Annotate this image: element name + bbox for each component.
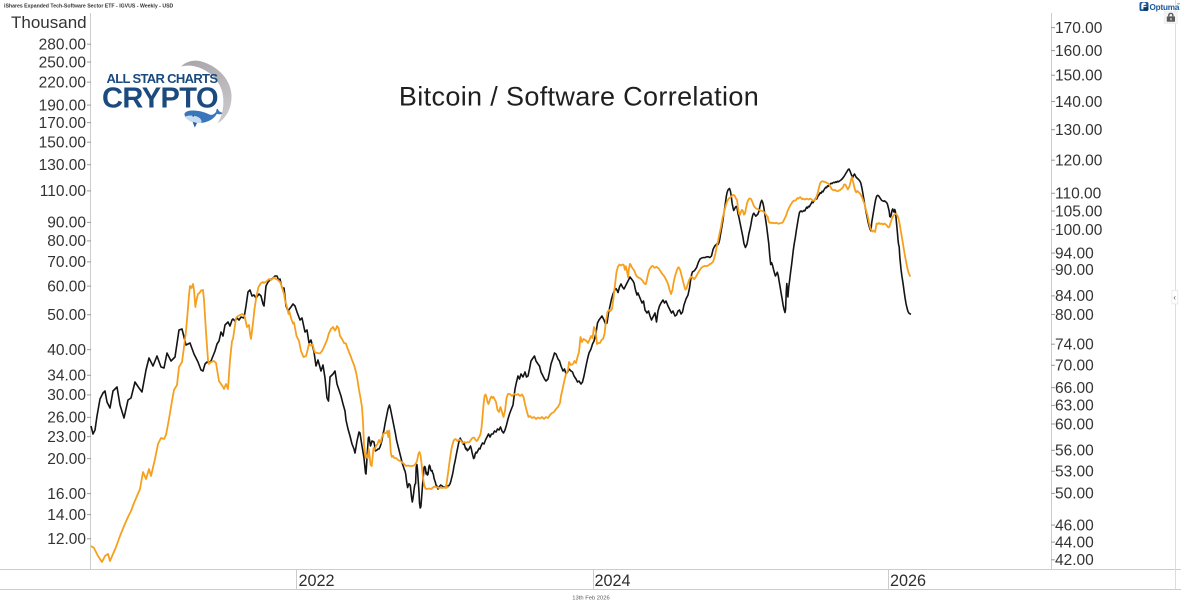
svg-text:94.00: 94.00 [1055, 245, 1094, 262]
svg-text:2026: 2026 [890, 572, 926, 590]
svg-text:80.00: 80.00 [47, 233, 86, 250]
svg-text:63.00: 63.00 [1055, 398, 1094, 415]
svg-text:12.00: 12.00 [47, 531, 86, 548]
svg-text:110.00: 110.00 [1055, 186, 1102, 203]
svg-text:iShares Expanded Tech-Software: iShares Expanded Tech-Software Sector ET… [4, 4, 174, 10]
svg-text:170.00: 170.00 [39, 115, 87, 132]
svg-text:120.00: 120.00 [1055, 153, 1103, 170]
svg-text:160.00: 160.00 [1055, 43, 1103, 60]
svg-text:16.00: 16.00 [47, 486, 86, 503]
svg-text:60.00: 60.00 [47, 278, 86, 295]
svg-text:66.00: 66.00 [1055, 380, 1094, 397]
svg-text:90.00: 90.00 [47, 215, 86, 232]
svg-text:140.00: 140.00 [1055, 94, 1103, 111]
svg-text:60.00: 60.00 [1055, 416, 1094, 433]
svg-text:220.00: 220.00 [39, 74, 87, 91]
svg-text:70.00: 70.00 [47, 254, 86, 271]
svg-text:105.00: 105.00 [1055, 203, 1103, 220]
svg-text:250.00: 250.00 [39, 54, 87, 71]
svg-text:130.00: 130.00 [1055, 122, 1103, 139]
svg-text:100.00: 100.00 [1055, 222, 1103, 239]
svg-text:40.00: 40.00 [47, 342, 86, 359]
svg-text:130.00: 130.00 [39, 157, 87, 174]
svg-text:14.00: 14.00 [47, 507, 86, 524]
svg-text:170.00: 170.00 [1055, 20, 1103, 37]
svg-text:34.00: 34.00 [47, 368, 86, 385]
svg-text:20.00: 20.00 [47, 451, 86, 468]
svg-text:74.00: 74.00 [1055, 337, 1094, 354]
svg-text:70.00: 70.00 [1055, 358, 1094, 375]
svg-text:Thousand: Thousand [11, 13, 87, 32]
svg-text:30.00: 30.00 [47, 387, 86, 404]
svg-text:44.00: 44.00 [1055, 534, 1094, 551]
svg-text:56.00: 56.00 [1055, 443, 1094, 460]
svg-text:280.00: 280.00 [39, 37, 87, 54]
svg-text:110.00: 110.00 [40, 183, 87, 200]
svg-text:80.00: 80.00 [1055, 307, 1094, 324]
svg-text:Optuma: Optuma [1150, 3, 1180, 12]
svg-text:Bitcoin / Software Correlation: Bitcoin / Software Correlation [399, 82, 759, 112]
svg-text:50.00: 50.00 [1055, 486, 1094, 503]
svg-text:23.00: 23.00 [47, 429, 86, 446]
svg-text:150.00: 150.00 [1055, 68, 1103, 85]
svg-text:ALL STAR CHARTS: ALL STAR CHARTS [107, 71, 219, 86]
svg-text:2022: 2022 [299, 572, 335, 590]
svg-text:13th Feb 2026: 13th Feb 2026 [572, 596, 609, 602]
svg-text:™: ™ [1177, 3, 1181, 7]
svg-text:150.00: 150.00 [39, 135, 87, 152]
svg-text:53.00: 53.00 [1055, 464, 1094, 481]
svg-text:2024: 2024 [595, 572, 631, 590]
svg-text:90.00: 90.00 [1055, 262, 1094, 279]
svg-text:46.00: 46.00 [1055, 517, 1094, 534]
svg-text:26.00: 26.00 [47, 410, 86, 427]
svg-text:‹: ‹ [1173, 292, 1176, 302]
svg-text:190.00: 190.00 [39, 97, 87, 114]
svg-text:42.00: 42.00 [1055, 552, 1094, 569]
svg-text:CRYPTO: CRYPTO [102, 83, 219, 115]
svg-text:50.00: 50.00 [47, 307, 86, 324]
svg-text:84.00: 84.00 [1055, 288, 1094, 305]
